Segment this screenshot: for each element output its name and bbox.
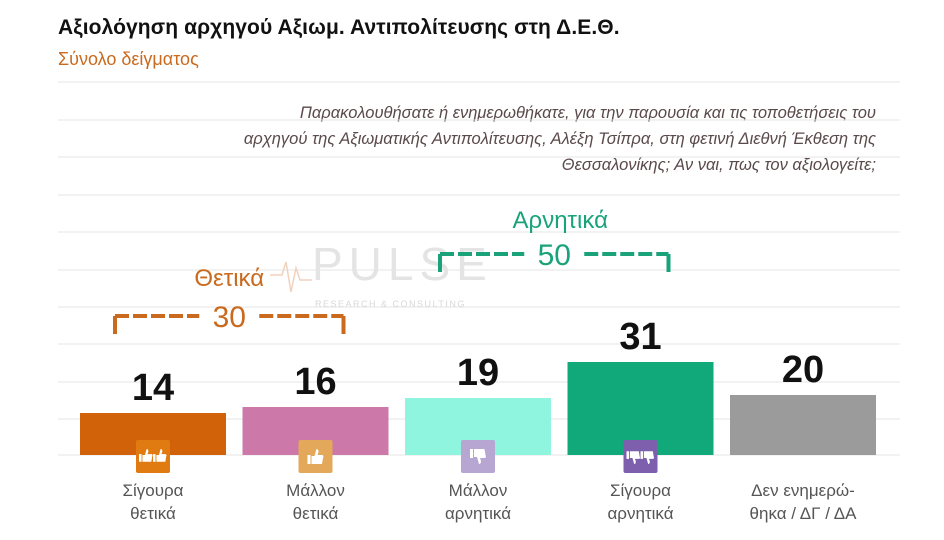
bar-value-label: 20 [782, 349, 824, 391]
category-label: Σίγουρα [122, 481, 183, 500]
watermark-pulse-icon [270, 261, 312, 293]
group-bracket: 30 Θετικά [113, 265, 346, 334]
group-total-value: 30 [213, 301, 246, 334]
bar-value-label: 14 [132, 367, 174, 409]
category-label: αρνητικά [445, 504, 511, 523]
category-label: Μάλλον [449, 481, 508, 500]
bar [567, 362, 714, 455]
bar-value-label: 16 [294, 361, 336, 403]
thumbs-down-icon [461, 440, 495, 473]
bar-value-label: 31 [619, 316, 661, 358]
survey-question: Παρακολουθήσατε ή ενημερωθήκατε, για την… [243, 104, 876, 174]
double-thumbs-down-icon [623, 440, 658, 473]
watermark-brand: PULSE [312, 238, 493, 290]
group-label: Θετικά [194, 265, 264, 292]
watermark: PULSE RESEARCH & CONSULTING [270, 238, 493, 309]
category-label: θετικά [293, 504, 339, 523]
category-label: Μάλλον [286, 481, 345, 500]
group-label: Αρνητικά [513, 207, 609, 234]
double-thumbs-up-icon [136, 440, 170, 473]
category-label: Σίγουρα [610, 481, 671, 500]
group-bracket: 50 Αρνητικά [438, 207, 671, 272]
category-label: θηκα / ΔΓ / ΔΑ [750, 504, 858, 523]
bar [730, 395, 876, 455]
category-label: Δεν ενημερώ- [751, 481, 855, 500]
category-label: θετικά [130, 504, 176, 523]
thumbs-up-icon [298, 440, 333, 473]
chart-subtitle: Σύνολο δείγματος [58, 49, 199, 69]
chart-title: Αξιολόγηση αρχηγού Αξιωμ. Αντιπολίτευσης… [58, 16, 620, 39]
category-label: αρνητικά [607, 504, 673, 523]
watermark-tagline: RESEARCH & CONSULTING [315, 299, 466, 309]
bar-value-label: 19 [457, 352, 499, 394]
group-total-value: 50 [538, 239, 571, 272]
